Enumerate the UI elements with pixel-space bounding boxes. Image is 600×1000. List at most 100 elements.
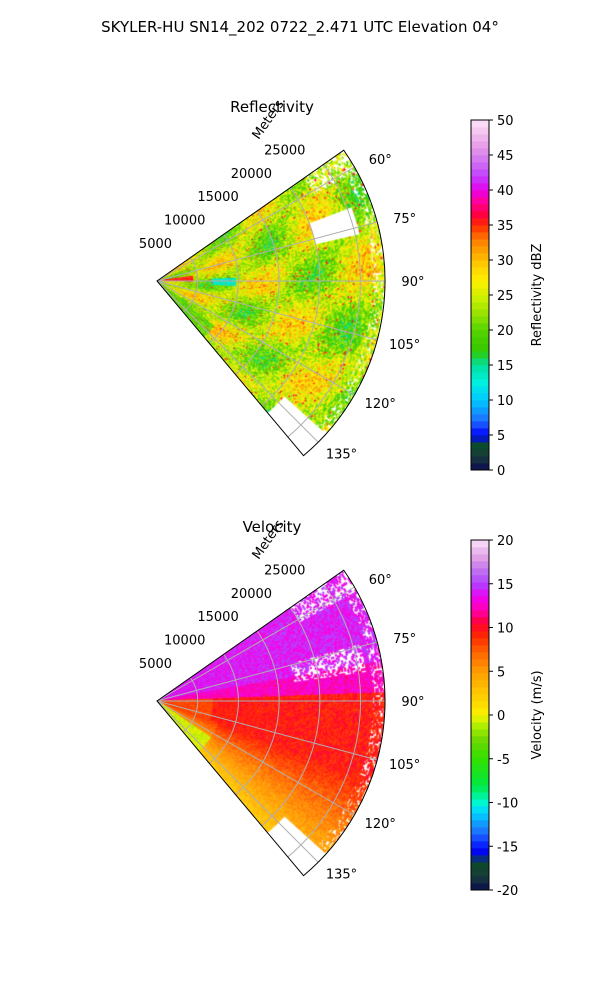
colorbar-bin: [471, 155, 489, 163]
colorbar-bin: [471, 799, 489, 807]
colorbar-tick-label: 5: [497, 429, 505, 444]
azimuth-tick-label: 60°: [369, 573, 392, 588]
colorbar-tick-label: 0: [497, 709, 505, 724]
colorbar-label: Velocity (m/s): [530, 670, 545, 759]
colorbar-bin: [471, 393, 489, 401]
colorbar-tick-label: 20: [497, 534, 514, 549]
colorbar-bin: [471, 708, 489, 716]
azimuth-spoke: [156, 221, 378, 282]
colorbar-bin: [471, 645, 489, 653]
colorbar-bin: [471, 204, 489, 212]
colorbar-bin: [471, 806, 489, 814]
range-tick-label: 15000: [197, 190, 238, 205]
colorbar-bin: [471, 764, 489, 772]
azimuth-tick-label: 105°: [389, 758, 420, 773]
colorbar-bin: [471, 603, 489, 611]
range-tick-label: 20000: [231, 167, 272, 182]
colorbar-bin: [471, 596, 489, 604]
colorbar-tick-label: 20: [497, 324, 514, 339]
colorbar-bin: [471, 162, 489, 170]
colorbar-bin: [471, 750, 489, 758]
colorbar-bin: [471, 428, 489, 436]
azimuth-spoke: [156, 280, 355, 396]
azimuth-tick-label: 75°: [393, 632, 416, 647]
colorbar-bin: [471, 736, 489, 744]
colorbar-bin: [471, 729, 489, 737]
azimuth-tick-label: 90°: [401, 695, 424, 710]
colorbar-bin: [471, 288, 489, 296]
colorbar-bin: [471, 624, 489, 632]
colorbar-bin: [471, 631, 489, 639]
range-tick-label: 20000: [231, 587, 272, 602]
colorbar-bin: [471, 330, 489, 338]
colorbar-tick-label: 50: [497, 114, 514, 129]
colorbar-tick-label: -5: [497, 753, 510, 768]
colorbar-tick-label: 35: [497, 219, 514, 234]
colorbar-bin: [471, 820, 489, 828]
colorbar-bin: [471, 617, 489, 625]
colorbar-bin: [471, 694, 489, 702]
azimuth-tick-label: 60°: [369, 153, 392, 168]
velocity-title: Velocity: [243, 518, 302, 536]
colorbar-tick-label: 10: [497, 394, 514, 409]
colorbar-bin: [471, 589, 489, 597]
colorbar-bin: [471, 120, 489, 128]
colorbar-bin: [471, 309, 489, 317]
colorbar-bin: [471, 260, 489, 268]
colorbar-bin: [471, 463, 489, 471]
reflectivity-title: Reflectivity: [230, 98, 314, 116]
range-ring: [182, 257, 199, 313]
range-ring: [261, 187, 321, 407]
colorbar-bin: [471, 148, 489, 156]
azimuth-spoke: [156, 586, 355, 702]
colorbar-bin: [471, 267, 489, 275]
colorbar-tick-label: 30: [497, 254, 514, 269]
range-tick-label: 10000: [164, 214, 205, 229]
azimuth-spoke: [156, 700, 355, 816]
colorbar-bin: [471, 841, 489, 849]
colorbar-tick-label: -10: [497, 797, 518, 812]
colorbar-bin: [471, 337, 489, 345]
colorbar-bin: [471, 855, 489, 863]
figure-title: SKYLER-HU SN14_202 0722_2.471 UTC Elevat…: [101, 18, 499, 37]
colorbar-bin: [471, 575, 489, 583]
colorbar-bin: [471, 400, 489, 408]
colorbar-bin: [471, 687, 489, 695]
colorbar-tick-label: 15: [497, 578, 514, 593]
colorbar-bin: [471, 281, 489, 289]
azimuth-tick-label: 75°: [393, 212, 416, 227]
range-tick-label: 25000: [264, 143, 305, 158]
azimuth-tick-label: 90°: [401, 275, 424, 290]
range-ring: [235, 210, 280, 375]
colorbar-bin: [471, 239, 489, 247]
velocity-grid: [156, 569, 386, 877]
colorbar-bin: [471, 211, 489, 219]
azimuth-tick-label: 120°: [365, 817, 396, 832]
range-tick-label: 5000: [139, 657, 172, 672]
colorbar-bin: [471, 190, 489, 198]
colorbar-bin: [471, 610, 489, 618]
azimuth-tick-label: 135°: [326, 448, 357, 463]
azimuth-spoke: [156, 166, 355, 282]
range-tick-label: 10000: [164, 634, 205, 649]
colorbar-bin: [471, 876, 489, 884]
reflectivity-grid: [156, 149, 386, 457]
colorbar-bin: [471, 771, 489, 779]
colorbar-bin: [471, 785, 489, 793]
range-ring: [287, 163, 362, 438]
colorbar-bin: [471, 134, 489, 142]
colorbar-bin: [471, 358, 489, 366]
range-tick-label: 25000: [264, 563, 305, 578]
colorbar-bin: [471, 351, 489, 359]
colorbar-bin: [471, 323, 489, 331]
colorbar-bin: [471, 169, 489, 177]
colorbar-bin: [471, 232, 489, 240]
colorbar-tick-label: 5: [497, 665, 505, 680]
colorbar-bin: [471, 253, 489, 261]
azimuth-tick-label: 120°: [365, 397, 396, 412]
colorbar-tick-label: 40: [497, 184, 514, 199]
colorbar-bin: [471, 183, 489, 191]
colorbar-bin: [471, 176, 489, 184]
range-tick-label: 15000: [197, 610, 238, 625]
